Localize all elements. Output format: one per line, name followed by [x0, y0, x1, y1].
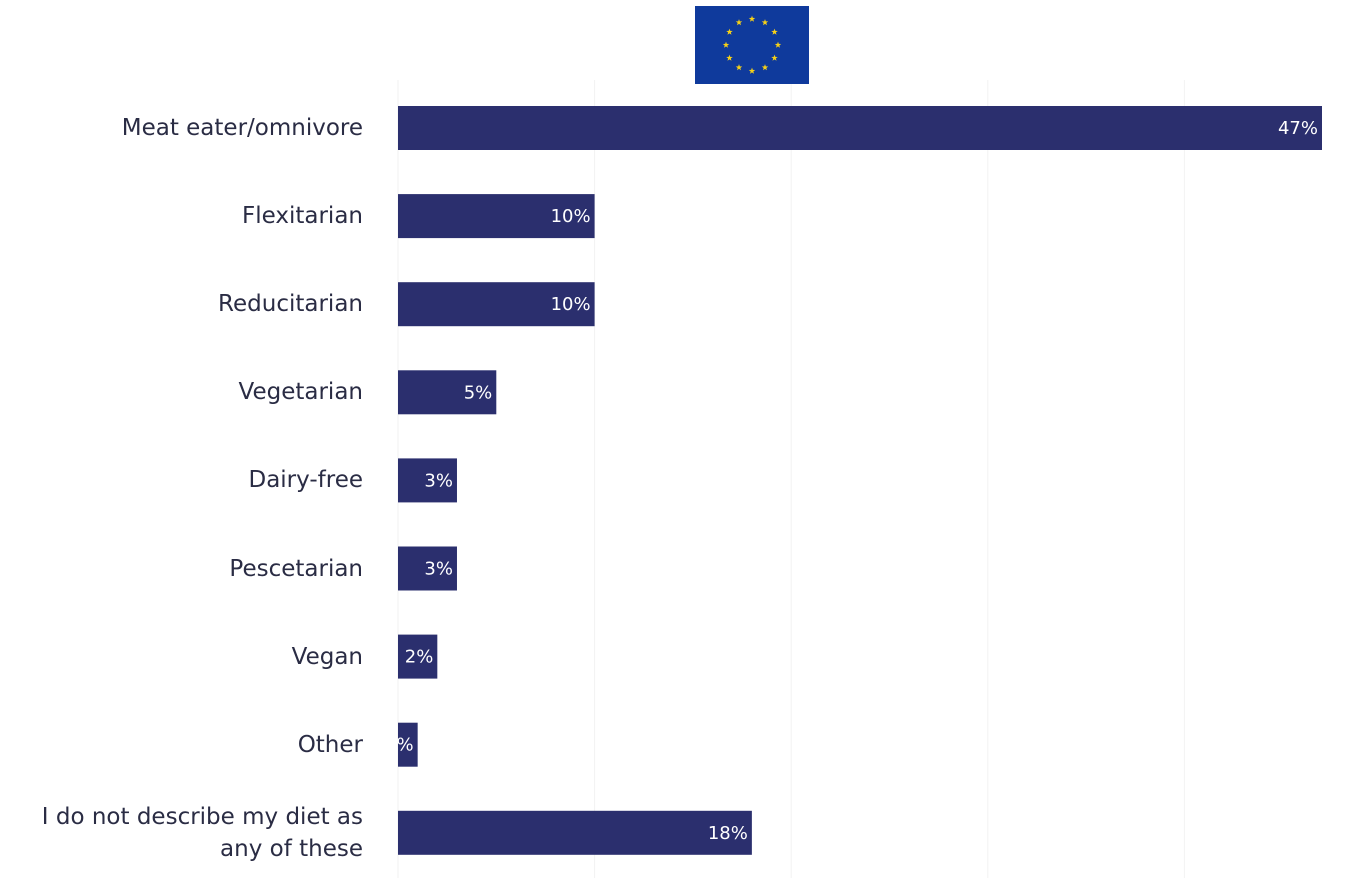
flag-star [735, 19, 743, 26]
value-label: 5% [464, 382, 493, 403]
category-label: I do not describe my diet as any of thes… [41, 803, 363, 862]
category-label: Other [297, 731, 363, 758]
flag-star [761, 64, 769, 71]
flag-star [726, 54, 733, 61]
flag-star [774, 41, 782, 48]
value-label: 18% [708, 823, 748, 844]
category-label: Dairy-free [248, 467, 363, 494]
bar [398, 634, 438, 679]
value-label: 3% [424, 470, 453, 491]
bar [398, 810, 752, 855]
category-label: Flexitarian [242, 203, 363, 230]
value-label: 2% [405, 647, 434, 668]
category-label: Vegan [291, 643, 363, 670]
flag-star [748, 15, 756, 22]
flag-star [722, 41, 730, 48]
category-label: Reducitarian [218, 291, 363, 318]
value-label: 10% [551, 294, 591, 315]
bar [398, 546, 457, 591]
flag-star [726, 28, 733, 35]
flag-star [771, 54, 778, 61]
value-label: 10% [551, 206, 591, 227]
category-label: Meat eater/omnivore [121, 115, 363, 141]
value-label: 3% [424, 559, 453, 580]
bar [398, 458, 457, 503]
flag-star [748, 67, 756, 74]
flag-star [735, 64, 743, 71]
category-label: Pescetarian [229, 555, 363, 582]
value-label: 1% [385, 735, 414, 756]
flag-star [761, 19, 769, 26]
value-label: 47% [1278, 118, 1318, 139]
flag-star [771, 28, 778, 35]
category-label: Vegetarian [238, 379, 363, 406]
bar [398, 194, 595, 239]
bar [398, 282, 595, 327]
bar [398, 722, 418, 767]
bar [398, 106, 1322, 150]
bar [398, 370, 497, 415]
eu-flag [695, 6, 809, 84]
